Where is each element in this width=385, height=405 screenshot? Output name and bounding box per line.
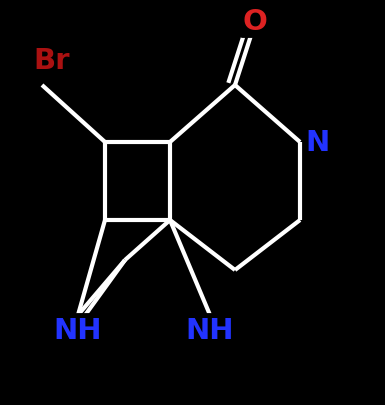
Text: Br: Br	[34, 47, 70, 75]
Text: Br: Br	[34, 47, 70, 75]
Text: N: N	[306, 129, 330, 157]
Text: NH: NH	[186, 316, 234, 344]
Text: N: N	[306, 129, 330, 157]
Text: NH: NH	[54, 316, 102, 344]
Text: O: O	[243, 8, 268, 36]
Text: NH: NH	[186, 316, 234, 344]
Text: O: O	[243, 8, 268, 36]
Text: NH: NH	[54, 316, 102, 344]
